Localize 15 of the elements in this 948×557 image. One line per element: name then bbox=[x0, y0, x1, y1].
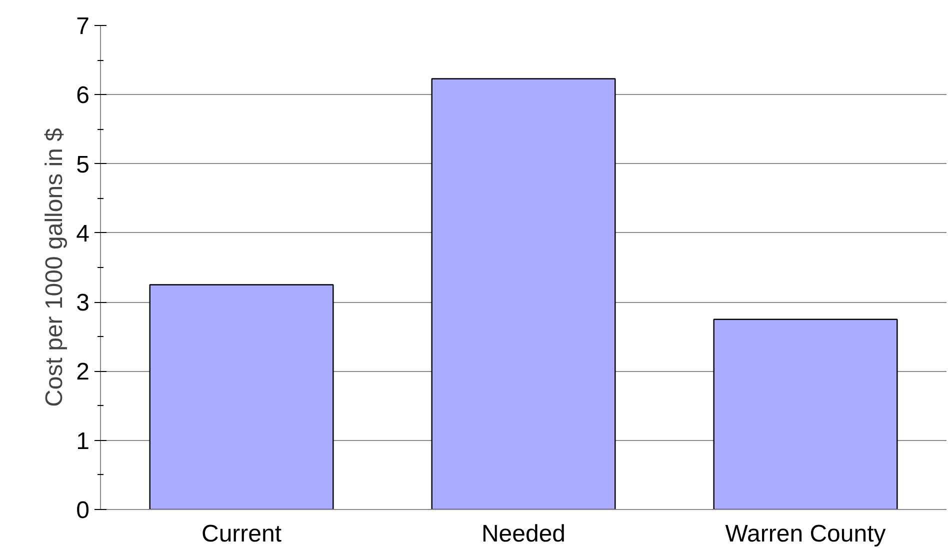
y-tick-label: 2 bbox=[76, 358, 90, 386]
y-tick-label: 5 bbox=[76, 151, 90, 178]
x-tick-label: Current bbox=[201, 520, 282, 548]
y-tick-label: 1 bbox=[76, 428, 90, 455]
y-tick-label: 4 bbox=[76, 220, 90, 248]
y-tick-label: 6 bbox=[76, 82, 90, 110]
bar bbox=[431, 78, 616, 510]
bar bbox=[149, 284, 334, 510]
y-tick-label: 3 bbox=[76, 290, 90, 317]
x-tick-label: Needed bbox=[481, 520, 566, 548]
y-axis-title: Cost per 1000 gallons in $ bbox=[41, 128, 68, 407]
bar bbox=[713, 318, 898, 510]
x-tick-label: Warren County bbox=[725, 520, 886, 548]
y-tick-label: 0 bbox=[76, 497, 90, 524]
y-tick-label: 7 bbox=[76, 13, 90, 40]
